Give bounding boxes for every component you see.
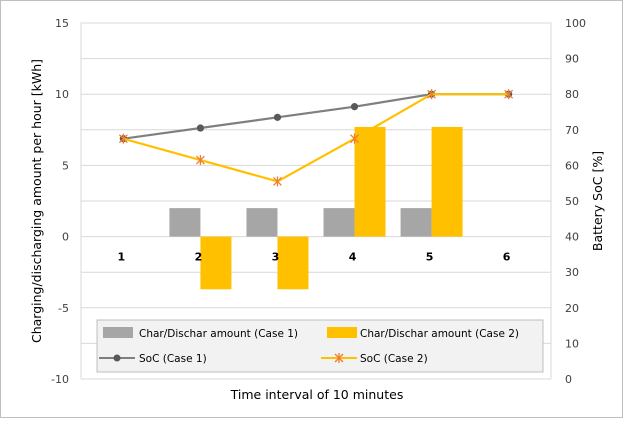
bar-case2 [200, 236, 232, 290]
bar-case2 [431, 126, 463, 237]
bar-case2 [354, 126, 386, 237]
left-tick-label: -10 [51, 373, 69, 386]
soc-marker-case2 [350, 133, 359, 144]
soc-lines [118, 89, 514, 187]
soc-marker-case2 [118, 133, 128, 144]
category-label: 2 [195, 251, 203, 264]
category-label: 6 [503, 251, 511, 264]
right-tick-label: 90 [565, 53, 579, 66]
soc-marker-case1 [196, 124, 205, 132]
bar-case1 [246, 208, 278, 237]
legend-label-case2-bar: Char/Dischar amount (Case 2) [360, 328, 519, 340]
right-axis-title: Battery SoC [%] [590, 151, 605, 251]
soc-marker-case2 [273, 176, 282, 187]
legend: Char/Dischar amount (Case 1) Char/Discha… [96, 319, 544, 373]
soc-marker-case1 [273, 113, 282, 121]
soc-marker-case1 [350, 103, 359, 111]
right-tick-label: 30 [565, 266, 579, 279]
right-tick-label: 50 [565, 195, 579, 208]
soc-marker-case2 [427, 89, 437, 100]
category-labels: 1 2 3 4 5 6 [118, 251, 511, 264]
left-tick-label: -5 [58, 302, 69, 315]
right-tick-label: 10 [565, 337, 579, 350]
right-tick-label: 0 [565, 373, 572, 386]
bar-case1 [323, 208, 355, 237]
gridlines [80, 22, 552, 380]
soc-marker-case2 [504, 89, 514, 100]
soc-line-case2 [123, 93, 509, 183]
legend-swatch-case2-bar [327, 327, 357, 338]
legend-marker-case2-soc [334, 353, 344, 363]
left-tick-label: 15 [55, 17, 69, 30]
right-tick-label: 100 [565, 17, 586, 30]
right-tick-label: 70 [565, 124, 579, 137]
left-axis-title: Charging/discharging amount per hour [kW… [29, 59, 44, 343]
left-tick-label: 10 [55, 88, 69, 101]
x-axis-title: Time interval of 10 minutes [230, 387, 404, 402]
legend-box [96, 319, 544, 373]
legend-label-case1-bar: Char/Dischar amount (Case 1) [139, 328, 298, 340]
soc-marker-case2 [195, 155, 205, 166]
category-label: 5 [426, 251, 434, 264]
legend-label-case2-soc: SoC (Case 2) [360, 353, 428, 365]
bar-case1 [400, 208, 432, 237]
left-tick-label: 5 [62, 159, 69, 172]
legend-marker-case1-soc [113, 354, 121, 362]
legend-swatch-case1-bar [103, 327, 133, 338]
category-label: 1 [118, 251, 126, 264]
left-tick-label: 0 [62, 231, 69, 244]
right-tick-label: 20 [565, 302, 579, 315]
bar-case2 [277, 236, 309, 290]
right-tick-label: 80 [565, 88, 579, 101]
right-tick-label: 40 [565, 231, 579, 244]
legend-label-case1-soc: SoC (Case 1) [139, 353, 207, 365]
category-label: 3 [272, 251, 280, 264]
right-tick-label: 60 [565, 159, 579, 172]
category-label: 4 [349, 251, 357, 264]
bars [169, 126, 463, 290]
bar-case1 [169, 208, 201, 237]
